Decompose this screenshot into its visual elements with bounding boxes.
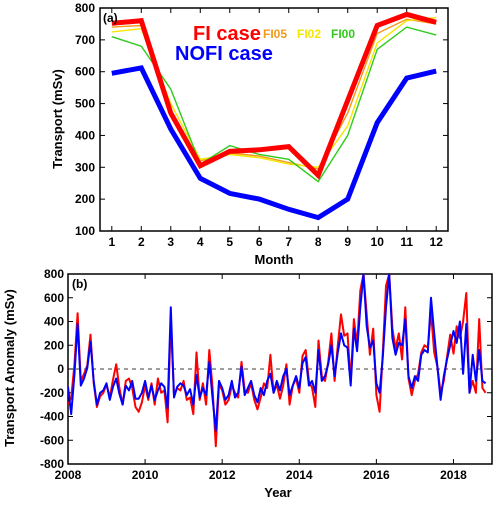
- legend-fi00: FI00: [331, 27, 355, 41]
- panel-a-y-tick-label: 700: [75, 33, 95, 47]
- panel-b-y-tick-label: 800: [44, 267, 64, 281]
- panel-a-y-tick-label: 500: [75, 97, 95, 111]
- panel-a-x-axis-title: Month: [255, 252, 294, 267]
- panel-a-x-tick-label: 2: [138, 235, 145, 249]
- panel-a-y-tick-label: 300: [75, 160, 95, 174]
- panel-b-x-ticks: 2008 2010 2012 2014 2016 2018: [55, 274, 467, 482]
- panel-b-x-tick-label: 2012: [209, 468, 236, 482]
- panel-b-series: [68, 274, 487, 448]
- panel-b-y-tick-label: 0: [57, 362, 64, 376]
- panel-a-x-tick-label: 10: [371, 235, 385, 249]
- panel-a-x-tick-label: 11: [400, 235, 413, 249]
- panel-a-y-axis-title: Transport (mSv): [50, 69, 65, 169]
- legend-fi-case: FI case: [193, 23, 261, 45]
- series-line-fi-case: [111, 11, 437, 180]
- panel-a-x-tick-label: 6: [256, 235, 263, 249]
- panel-b-x-tick-label: 2018: [440, 468, 467, 482]
- panel-a-x-tick-label: 3: [167, 235, 174, 249]
- panel-b-label: (b): [72, 277, 87, 291]
- panel-a-y-tick-label: 400: [75, 128, 95, 142]
- anomaly-line-nofi: [68, 274, 487, 432]
- panel-b-y-ticks: -800 -600 -400 -200 0 200 400 600 800: [40, 267, 492, 471]
- panel-a-x-tick-label: 12: [430, 235, 444, 249]
- panel-b-y-tick-label: -800: [40, 457, 64, 471]
- panel-b-y-tick-label: -200: [40, 386, 64, 400]
- panel-b-y-tick-label: 400: [44, 315, 64, 329]
- panel-b-y-tick-label: -400: [40, 410, 64, 424]
- legend-fi02: FI02: [297, 27, 321, 41]
- panel-a-x-tick-label: 5: [226, 235, 233, 249]
- anomaly-line-fi: [68, 274, 487, 448]
- panel-b-y-tick-label: -600: [40, 433, 64, 447]
- panel-b-y-axis-title: Transport Anomaly (mSv): [2, 289, 17, 447]
- panel-b-x-axis-title: Year: [264, 485, 291, 500]
- panel-b-x-tick-label: 2010: [132, 468, 159, 482]
- panel-b-y-tick-label: 200: [44, 338, 64, 352]
- panel-a-y-tick-label: 800: [75, 1, 95, 15]
- legend-nofi-case: NOFI case: [175, 43, 273, 65]
- series-line-fi00: [111, 26, 437, 183]
- panel-b-y-tick-label: 600: [44, 291, 64, 305]
- panel-a-series: [111, 11, 437, 221]
- panel-a-x-tick-label: 8: [315, 235, 322, 249]
- panel-a-x-ticks: 1 2 3 4 5 6 7 8 9 10 11 12: [108, 8, 443, 249]
- panel-a-x-tick-label: 1: [108, 235, 115, 249]
- panel-a-x-tick-label: 4: [197, 235, 204, 249]
- panel-a-y-tick-label: 600: [75, 65, 95, 79]
- panel-a-y-tick-label: 100: [75, 224, 95, 238]
- legend-fi05: FI05: [263, 27, 287, 41]
- panel-a-y-tick-label: 200: [75, 192, 95, 206]
- panel-b-x-tick-label: 2008: [55, 468, 82, 482]
- panel-a-frame: [99, 7, 449, 232]
- panel-a-y-ticks: 100 200 300 400 500 600 700 800: [75, 1, 448, 238]
- panel-b-x-tick-label: 2014: [286, 468, 313, 482]
- series-line-nofi-case: [111, 65, 437, 221]
- panel-a-x-tick-label: 7: [285, 235, 292, 249]
- panel-b-x-tick-label: 2016: [363, 468, 390, 482]
- panel-a-x-tick-label: 9: [344, 235, 351, 249]
- panel-a-label: (a): [103, 11, 118, 25]
